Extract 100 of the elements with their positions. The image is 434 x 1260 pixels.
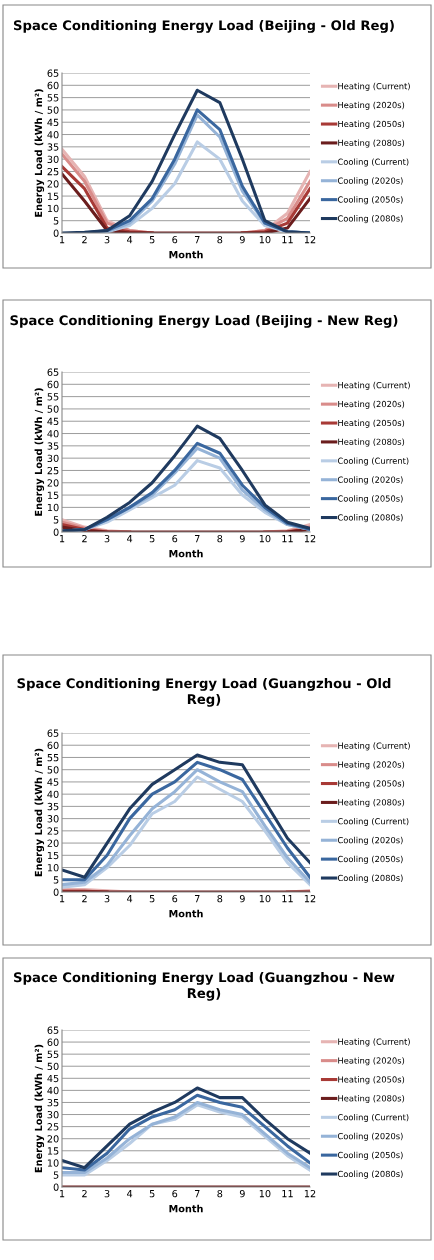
y-tick-label: 15: [47, 192, 59, 200]
y-tick-label: 5: [53, 516, 59, 524]
y-tick-label: 50: [47, 106, 59, 114]
x-tick-label: 8: [217, 534, 223, 543]
x-tick-label: 6: [172, 1189, 178, 1198]
legend-label: Cooling (Current): [337, 158, 409, 167]
legend-label: Cooling (2020s): [337, 476, 403, 485]
y-tick-label: 25: [47, 466, 59, 475]
x-tick-label: 4: [127, 1190, 133, 1198]
x-axis-title: Month: [169, 1204, 203, 1213]
y-tick-label: 40: [47, 1086, 59, 1095]
y-tick-label: 20: [47, 1135, 59, 1143]
legend-label: Heating (2080s): [338, 1095, 405, 1104]
y-tick-label: 20: [47, 479, 59, 487]
y-tick-label: 45: [47, 778, 59, 786]
x-tick-label: 9: [239, 235, 245, 244]
legend-label: Cooling (2020s): [337, 836, 403, 845]
x-tick-label: 7: [194, 1190, 200, 1198]
chart-title: Space Conditioning Energy Load (Guangzhou - Old Reg): [17, 678, 391, 707]
y-tick-label: 40: [47, 430, 59, 438]
y-tick-label: 45: [47, 417, 59, 426]
legend-label: Cooling (2050s): [337, 1151, 403, 1160]
x-tick-label: 1: [59, 535, 65, 543]
x-tick-label: 2: [82, 1189, 87, 1198]
legend-label: Cooling (2020s): [337, 177, 403, 186]
legend-label: Heating (Current): [338, 82, 410, 91]
x-tick-label: 2: [82, 894, 87, 903]
x-tick-label: 7: [194, 535, 200, 543]
x-tick-label: 1: [59, 236, 65, 244]
legend-label: Heating (2080s): [338, 139, 405, 148]
y-tick-label: 5: [53, 217, 59, 225]
legend-label: Heating (2020s): [338, 101, 405, 110]
x-tick-label: 11: [282, 895, 293, 903]
y-tick-label: 10: [47, 503, 59, 512]
legend-label: Heating (2020s): [338, 761, 405, 770]
legend-label: Cooling (2080s): [337, 1170, 403, 1179]
x-tick-label: 5: [149, 1190, 155, 1198]
y-tick-label: 35: [47, 802, 59, 811]
y-tick-label: 60: [47, 741, 59, 750]
x-tick-label: 5: [149, 535, 155, 543]
y-tick-label: 55: [47, 94, 59, 102]
y-tick-label: 30: [47, 454, 59, 462]
y-tick-label: 50: [47, 405, 59, 413]
y-tick-label: 25: [47, 827, 59, 835]
x-tick-label: 3: [104, 1189, 110, 1198]
y-tick-label: 55: [47, 1050, 59, 1058]
x-tick-label: 10: [259, 1189, 271, 1198]
y-tick-label: 10: [47, 864, 59, 872]
x-axis-title: Month: [169, 549, 203, 558]
y-tick-label: 45: [47, 1074, 59, 1083]
y-tick-label: 0: [53, 888, 59, 896]
legend-label: Cooling (Current): [337, 817, 409, 826]
y-tick-label: 35: [47, 1098, 59, 1107]
y-tick-label: 65: [47, 368, 59, 376]
y-tick-label: 60: [47, 81, 59, 90]
legend-label: Cooling (2020s): [337, 1132, 403, 1141]
y-tick-label: 60: [47, 1038, 59, 1046]
legend-label: Cooling (Current): [337, 457, 409, 466]
x-tick-label: 6: [172, 894, 178, 903]
x-tick-label: 6: [172, 534, 178, 543]
chart-title: Space Conditioning Energy Load (Guangzhou - New Reg): [14, 972, 395, 1001]
y-tick-label: 30: [47, 815, 59, 823]
legend-label: Heating (Current): [338, 742, 410, 751]
y-tick-label: 35: [47, 143, 59, 151]
y-axis-title: Energy Load (kWh / m²): [34, 748, 45, 877]
x-tick-label: 6: [172, 235, 178, 244]
y-tick-label: 65: [47, 729, 59, 737]
x-tick-label: 12: [304, 1189, 316, 1198]
y-tick-label: 30: [47, 1111, 59, 1119]
y-tick-label: 40: [47, 790, 59, 798]
y-tick-label: 35: [47, 442, 59, 450]
y-tick-label: 65: [47, 1026, 59, 1034]
y-tick-label: 50: [47, 1062, 59, 1071]
y-tick-label: 40: [47, 131, 59, 139]
y-tick-label: 0: [53, 528, 59, 536]
x-axis-title: Month: [169, 250, 203, 259]
chart-title: Space Conditioning Energy Load (Beijing - Old Reg): [13, 20, 394, 33]
y-tick-label: 0: [53, 1183, 59, 1191]
y-tick-label: 25: [47, 167, 59, 176]
x-tick-label: 10: [259, 534, 271, 543]
y-tick-label: 10: [47, 204, 59, 213]
x-tick-label: 9: [239, 1189, 245, 1198]
x-tick-label: 9: [239, 894, 245, 903]
legend-label: Heating (2020s): [338, 1057, 405, 1066]
legend-label: Heating (2080s): [338, 799, 405, 808]
y-axis-title: Energy Load (kWh / m²): [34, 1044, 45, 1173]
x-tick-label: 8: [217, 894, 223, 903]
x-tick-label: 11: [282, 236, 293, 244]
legend-label: Cooling (Current): [337, 1113, 409, 1122]
x-tick-label: 3: [104, 235, 110, 244]
legend-label: Cooling (2050s): [337, 495, 403, 504]
x-tick-label: 12: [304, 894, 316, 903]
x-tick-label: 7: [194, 236, 200, 244]
x-tick-label: 1: [59, 895, 65, 903]
y-tick-label: 15: [47, 1147, 59, 1155]
y-tick-label: 50: [47, 766, 59, 774]
x-tick-label: 2: [82, 235, 87, 244]
legend-label: Heating (Current): [338, 381, 410, 390]
legend-label: Heating (2050s): [338, 780, 405, 789]
y-tick-label: 10: [47, 1159, 59, 1167]
